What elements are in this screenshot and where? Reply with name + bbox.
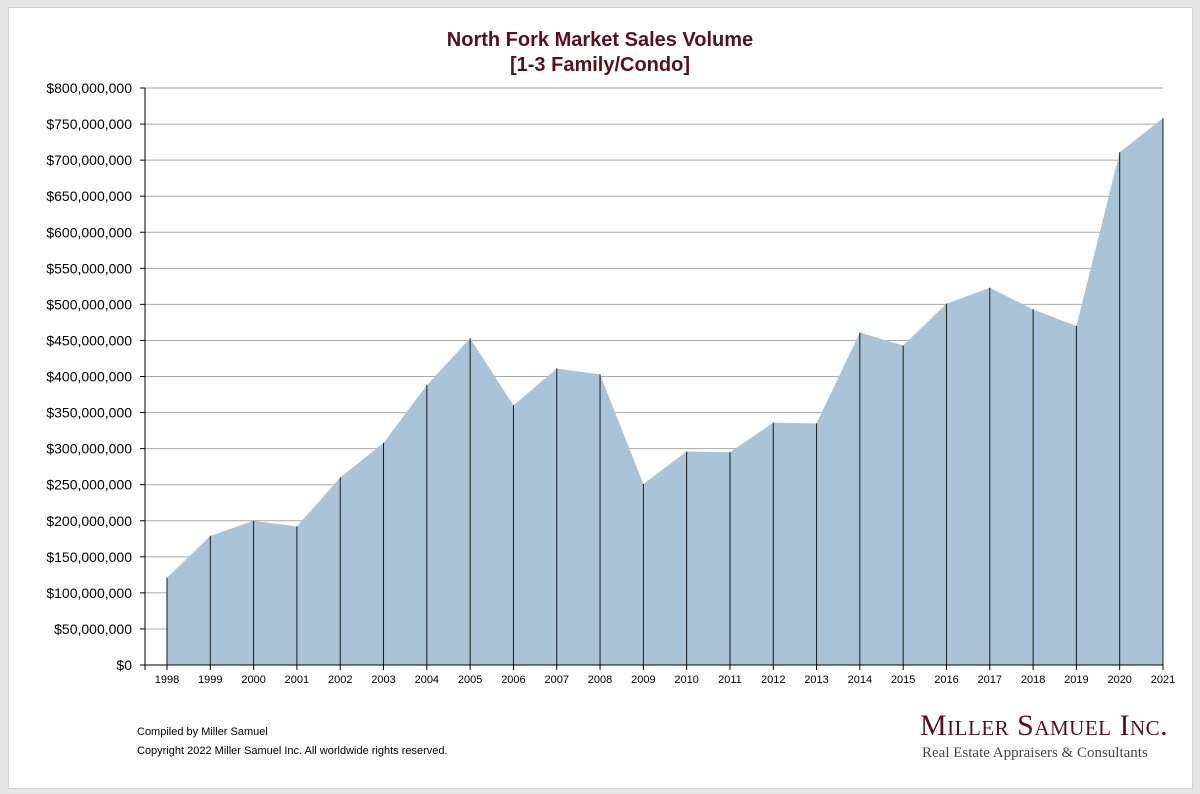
- x-tick-label: 2020: [1107, 674, 1131, 686]
- copyright-note: Copyright 2022 Miller Samuel Inc. All wo…: [137, 745, 448, 757]
- y-tick-label: $300,000,000: [46, 441, 132, 457]
- x-tick-label: 2018: [1021, 674, 1045, 686]
- x-tick-label: 1998: [155, 674, 179, 686]
- y-tick-label: $150,000,000: [46, 549, 132, 565]
- y-tick-label: $650,000,000: [46, 188, 132, 204]
- y-tick-label: $600,000,000: [46, 224, 132, 240]
- x-tick-label: 2016: [934, 674, 958, 686]
- y-tick-label: $400,000,000: [46, 369, 132, 385]
- y-tick-label: $50,000,000: [54, 621, 132, 637]
- x-tick-label: 2006: [501, 674, 525, 686]
- area-series: [167, 118, 1163, 666]
- x-tick-label: 2017: [978, 674, 1002, 686]
- y-tick-label: $800,000,000: [46, 80, 132, 96]
- x-tick-label: 2021: [1151, 674, 1175, 686]
- compiled-by-note: Compiled by Miller Samuel: [137, 726, 268, 738]
- x-tick-label: 2010: [674, 674, 698, 686]
- company-logo-tagline: Real Estate Appraisers & Consultants: [922, 745, 1148, 761]
- y-tick-label: $0: [116, 657, 132, 673]
- company-logo-name: Miller Samuel Inc.: [920, 709, 1169, 742]
- x-tick-label: 2002: [328, 674, 352, 686]
- axes: [140, 87, 1164, 670]
- x-tick-label: 2015: [891, 674, 915, 686]
- y-tick-labels: $0 $50,000,000 $100,000,000 $150,000,000 $20…: [46, 80, 132, 673]
- drop-lines: [166, 118, 1164, 665]
- y-tick-label: $100,000,000: [46, 585, 132, 601]
- x-tick-label: 2004: [415, 674, 439, 686]
- x-tick-labels: 1998 1999 2000 2001 2002 2003 2004 2005 2006 2007…: [155, 674, 1175, 686]
- x-tick-label: 2008: [588, 674, 612, 686]
- x-tick-label: 2009: [631, 674, 655, 686]
- y-tick-label: $700,000,000: [46, 152, 132, 168]
- x-tick-label: 2014: [848, 674, 872, 686]
- y-tick-label: $550,000,000: [46, 260, 132, 276]
- x-tick-label: 2019: [1064, 674, 1088, 686]
- chart-title: North Fork Market Sales Volume: [446, 29, 754, 51]
- y-tick-label: $750,000,000: [46, 116, 132, 132]
- x-tick-label: 2003: [371, 674, 395, 686]
- x-tick-label: 2013: [804, 674, 828, 686]
- y-tick-label: $350,000,000: [46, 405, 132, 421]
- x-tick-label: 2012: [761, 674, 785, 686]
- y-tick-label: $200,000,000: [46, 513, 132, 529]
- y-tick-label: $250,000,000: [46, 477, 132, 493]
- x-tick-label: 2005: [458, 674, 482, 686]
- x-tick-label: 1999: [198, 674, 222, 686]
- x-tick-label: 2000: [241, 674, 265, 686]
- y-tick-label: $500,000,000: [46, 296, 132, 312]
- y-tick-label: $450,000,000: [46, 332, 132, 348]
- chart-subtitle: [1-3 Family/Condo]: [509, 54, 690, 76]
- x-tick-label: 2007: [544, 674, 568, 686]
- x-tick-label: 2001: [285, 674, 309, 686]
- x-tick-label: 2011: [718, 674, 742, 686]
- sales-volume-area: [167, 118, 1163, 666]
